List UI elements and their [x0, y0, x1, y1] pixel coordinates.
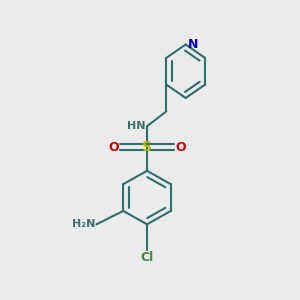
Text: HN: HN — [127, 121, 146, 131]
Text: O: O — [108, 140, 119, 154]
Text: H₂N: H₂N — [72, 219, 95, 229]
Text: S: S — [142, 140, 152, 154]
Text: O: O — [175, 140, 186, 154]
Text: Cl: Cl — [140, 251, 154, 264]
Text: N: N — [188, 38, 198, 51]
